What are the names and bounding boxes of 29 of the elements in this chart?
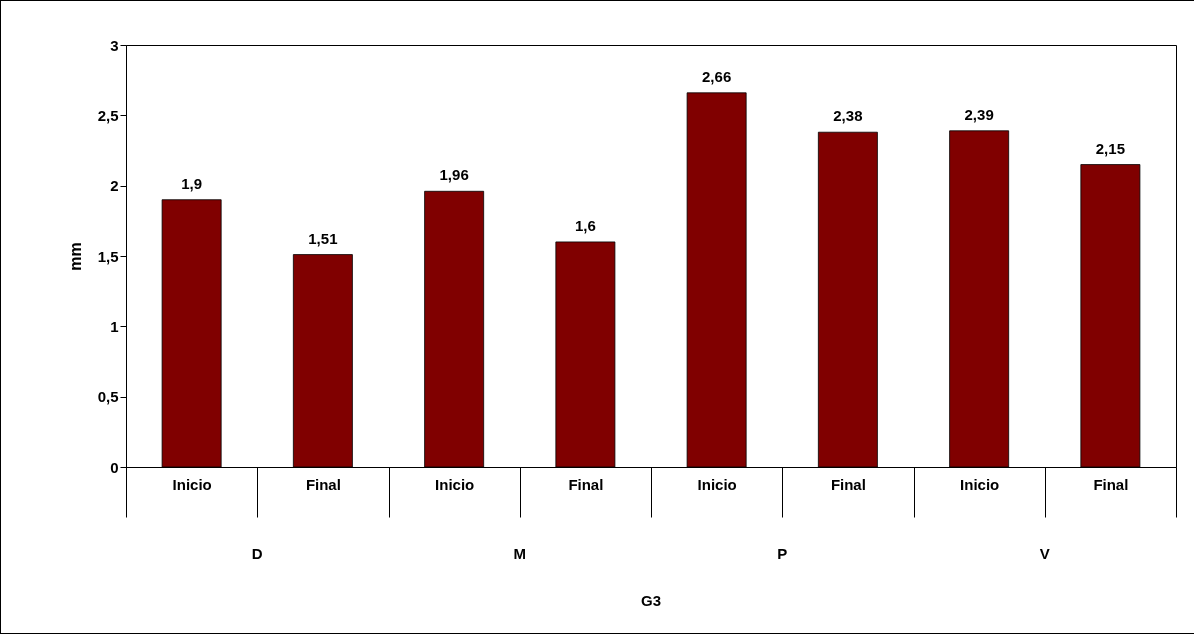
y-tick-label: 1	[110, 317, 119, 335]
x-tick-label: Final	[568, 475, 604, 493]
y-tick-label: 2,5	[97, 106, 119, 124]
x-tick-label: Final	[1093, 475, 1129, 493]
data-label: 2,39	[964, 105, 994, 123]
x-tick-label: Inicio	[435, 475, 475, 493]
text: P	[777, 545, 788, 562]
data-label: 2,66	[702, 67, 732, 85]
y-axis-title: mm	[66, 242, 84, 271]
data-label: 1,6	[574, 216, 596, 234]
x-tick-label: Inicio	[697, 475, 737, 493]
data-label: 1,51	[308, 229, 338, 247]
data-label: 1,9	[181, 174, 203, 192]
x-tick-label: Inicio	[172, 475, 212, 493]
text: V	[1039, 545, 1050, 562]
y-tick-label: 0	[110, 458, 119, 476]
text: G3	[640, 592, 662, 609]
y-tick-label: 3	[110, 36, 119, 54]
data-label: 2,15	[1095, 139, 1125, 157]
x-tick-label: Inicio	[960, 475, 1000, 493]
data-label: 1,96	[439, 166, 469, 184]
y-tick-label: 2	[110, 177, 119, 195]
y-tick-label: 0,5	[97, 388, 119, 406]
x-tick-label: Final	[830, 475, 866, 493]
text: D	[251, 545, 263, 562]
data-label: 2,38	[833, 107, 863, 125]
y-tick-label: 1,5	[97, 247, 119, 265]
x-tick-label: Final	[305, 475, 341, 493]
text: M	[513, 545, 526, 562]
